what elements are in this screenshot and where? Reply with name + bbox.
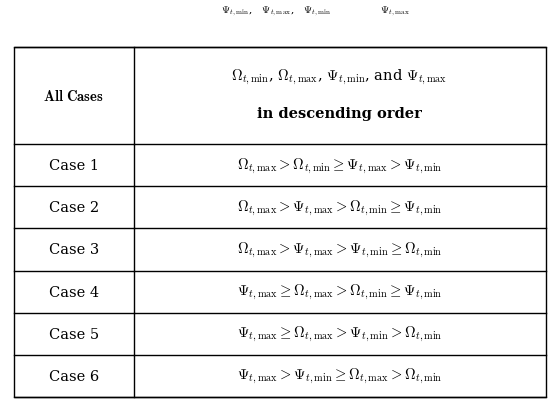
Text: Case 6: Case 6 (49, 369, 99, 383)
Text: $\Psi_{t,\mathrm{max}} > \Psi_{t,\mathrm{min}} \geq \Omega_{t,\mathrm{max}} > \O: $\Psi_{t,\mathrm{max}} > \Psi_{t,\mathrm… (237, 367, 442, 385)
Text: $\mathbf{All\ Cases}$: $\mathbf{All\ Cases}$ (43, 89, 104, 104)
Text: $\mathbf{\Omega}_{t,\mathrm{min}}$, $\mathbf{\Omega}_{t,\mathrm{max}}$, $\mathbf: $\mathbf{\Omega}_{t,\mathrm{min}}$, $\ma… (232, 68, 448, 87)
Text: $\Omega_{t,\mathrm{max}} > \Psi_{t,\mathrm{max}} > \Omega_{t,\mathrm{min}} \geq : $\Omega_{t,\mathrm{max}} > \Psi_{t,\math… (237, 198, 442, 217)
Text: Case 3: Case 3 (49, 243, 99, 257)
Text: $\Omega_{t,\mathrm{max}} > \Omega_{t,\mathrm{min}} \geq \Psi_{t,\mathrm{max}} > : $\Omega_{t,\mathrm{max}} > \Omega_{t,\ma… (237, 156, 442, 175)
Text: Case 1: Case 1 (49, 159, 99, 173)
Text: Case 4: Case 4 (49, 285, 99, 299)
Text: in descending order: in descending order (257, 107, 422, 121)
Text: $\Psi_{t,\mathrm{min}}$,   $\Psi_{t,\mathrm{max}}$,   $\Psi_{t,\mathrm{min}}$   : $\Psi_{t,\mathrm{min}}$, $\Psi_{t,\mathr… (221, 5, 411, 18)
Text: $\Psi_{t,\mathrm{max}} \geq \Omega_{t,\mathrm{max}} > \Omega_{t,\mathrm{min}} \g: $\Psi_{t,\mathrm{max}} \geq \Omega_{t,\m… (237, 282, 442, 302)
Text: $\Omega_{t,\mathrm{max}} > \Psi_{t,\mathrm{max}} > \Psi_{t,\mathrm{min}} \geq \O: $\Omega_{t,\mathrm{max}} > \Psi_{t,\math… (237, 240, 442, 259)
Text: Case 5: Case 5 (49, 327, 99, 341)
Bar (14, 48, 546, 397)
Text: Case 2: Case 2 (49, 201, 99, 215)
Text: $\Psi_{t,\mathrm{max}} \geq \Omega_{t,\mathrm{max}} > \Psi_{t,\mathrm{min}} > \O: $\Psi_{t,\mathrm{max}} \geq \Omega_{t,\m… (237, 324, 442, 343)
